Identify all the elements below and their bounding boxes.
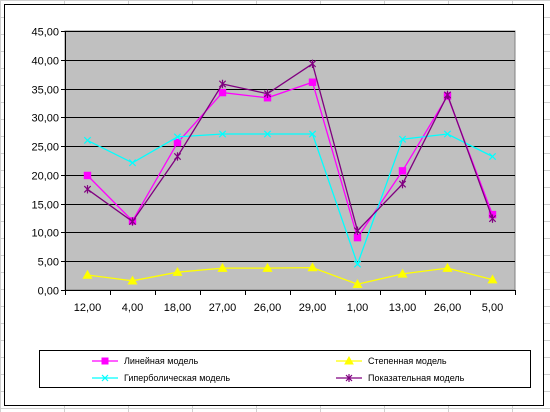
data-point[interactable] bbox=[82, 269, 93, 279]
y-tick-label: 5,00 bbox=[38, 257, 59, 269]
x-tick-label: 13,00 bbox=[389, 302, 417, 314]
y-tick-label: 45,00 bbox=[31, 27, 59, 39]
x-tick-label: 26,00 bbox=[434, 302, 462, 314]
x-tick-label: 1,00 bbox=[347, 302, 368, 314]
legend-key-icon bbox=[336, 356, 362, 365]
legend-item[interactable]: Показательная модель bbox=[336, 370, 464, 386]
x-tick-label: 26,00 bbox=[254, 302, 282, 314]
x-tick-label: 29,00 bbox=[299, 302, 327, 314]
legend-label: Гиперболическая модель bbox=[124, 373, 231, 383]
data-point[interactable] bbox=[128, 217, 137, 226]
data-point[interactable] bbox=[83, 171, 92, 180]
y-tick-label: 0,00 bbox=[38, 286, 59, 298]
series-line[interactable] bbox=[87, 62, 494, 232]
data-point[interactable] bbox=[488, 152, 497, 161]
legend-label: Линейная модель bbox=[124, 356, 199, 366]
data-point[interactable] bbox=[487, 274, 498, 284]
x-tick-label: 5,00 bbox=[482, 302, 503, 314]
data-point[interactable] bbox=[398, 135, 407, 143]
x-tick-label: 12,00 bbox=[74, 302, 102, 314]
data-point[interactable] bbox=[488, 214, 497, 223]
series-line[interactable] bbox=[87, 266, 493, 285]
series-line[interactable] bbox=[87, 81, 494, 240]
data-point[interactable] bbox=[442, 262, 453, 272]
x-tick-label: 27,00 bbox=[209, 302, 237, 314]
data-point[interactable] bbox=[308, 130, 317, 138]
data-point[interactable] bbox=[307, 262, 318, 272]
data-point[interactable] bbox=[128, 159, 137, 167]
plot-area bbox=[64, 30, 516, 291]
data-point[interactable] bbox=[173, 133, 182, 141]
data-point[interactable] bbox=[172, 266, 183, 276]
data-point[interactable] bbox=[397, 268, 408, 278]
data-point[interactable] bbox=[352, 279, 363, 288]
legend-key-icon bbox=[336, 374, 362, 382]
data-point[interactable] bbox=[353, 233, 362, 242]
chart-area[interactable]: 0,00 5,00 10,00 15,00 20,00 25,00 30,00 35,00 40… bbox=[4, 4, 544, 406]
y-tick-label: 15,00 bbox=[31, 200, 59, 212]
data-point[interactable] bbox=[263, 130, 272, 138]
legend[interactable]: Линейная модель Степенная модель Гиперболи… bbox=[39, 350, 531, 388]
data-point[interactable] bbox=[262, 262, 273, 272]
y-tick-label: 30,00 bbox=[31, 113, 59, 125]
x-tick-label: 4,00 bbox=[122, 302, 143, 314]
data-point[interactable] bbox=[443, 130, 452, 138]
y-tick-label: 10,00 bbox=[31, 228, 59, 240]
data-point[interactable] bbox=[443, 90, 452, 100]
y-tick-label: 35,00 bbox=[31, 85, 59, 97]
data-point[interactable] bbox=[353, 226, 362, 235]
data-point[interactable] bbox=[83, 136, 92, 144]
data-point[interactable] bbox=[308, 78, 317, 86]
x-tick-label: 18,00 bbox=[164, 302, 192, 314]
data-point[interactable] bbox=[83, 185, 92, 194]
legend-label: Степенная модель bbox=[368, 356, 447, 366]
data-point[interactable] bbox=[398, 179, 407, 189]
y-tick-label: 40,00 bbox=[31, 56, 59, 68]
y-tick-label: 25,00 bbox=[31, 142, 59, 154]
series-line[interactable] bbox=[87, 133, 493, 267]
data-point[interactable] bbox=[263, 89, 272, 98]
data-point[interactable] bbox=[218, 130, 227, 138]
legend-item[interactable]: Линейная модель bbox=[92, 353, 198, 369]
data-point[interactable] bbox=[218, 88, 227, 97]
data-point[interactable] bbox=[218, 79, 227, 89]
data-point[interactable] bbox=[127, 275, 138, 285]
y-tick-label: 20,00 bbox=[31, 171, 59, 183]
legend-key-icon bbox=[92, 357, 118, 365]
legend-label: Показательная модель bbox=[368, 373, 465, 383]
data-point[interactable] bbox=[173, 138, 182, 147]
data-point[interactable] bbox=[173, 152, 182, 161]
data-point[interactable] bbox=[308, 59, 317, 69]
data-point[interactable] bbox=[217, 262, 228, 272]
line-chart: 0,00 5,00 10,00 15,00 20,00 25,00 30,00 35,00 40… bbox=[31, 27, 516, 314]
legend-key-icon bbox=[92, 374, 118, 382]
data-point[interactable] bbox=[398, 167, 407, 175]
legend-item[interactable]: Гиперболическая модель bbox=[92, 370, 230, 386]
legend-item[interactable]: Степенная модель bbox=[336, 353, 447, 369]
data-point[interactable] bbox=[353, 260, 362, 268]
